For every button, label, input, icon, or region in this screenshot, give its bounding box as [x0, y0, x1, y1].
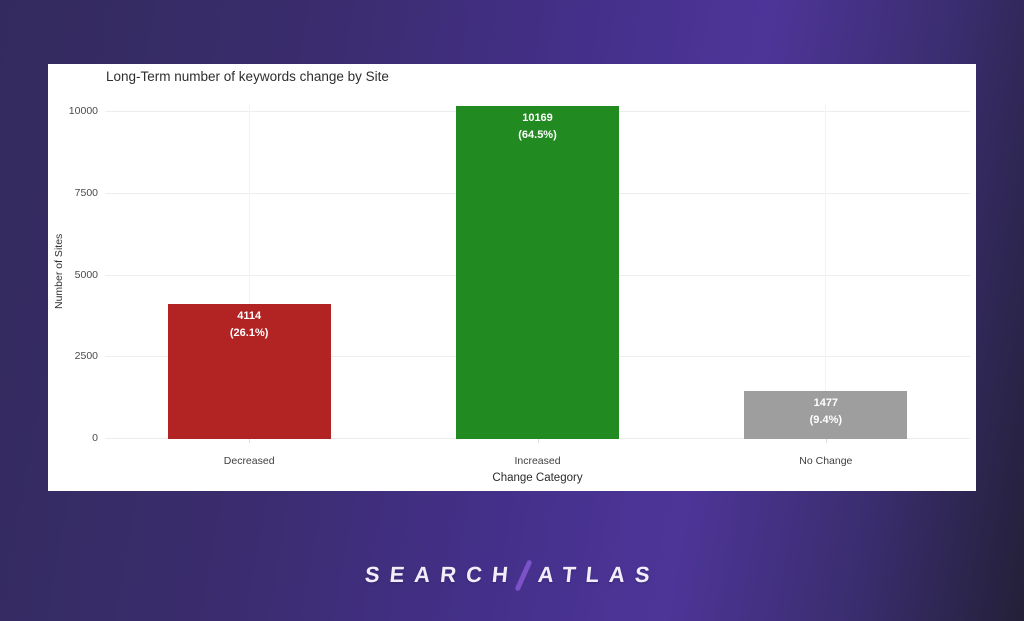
x-tick-label: Decreased — [223, 455, 275, 467]
gridline-vertical — [825, 104, 827, 439]
bar-value-label: 1477 (9.4%) — [809, 396, 843, 426]
bar-decreased: 4114 (26.1%) — [167, 304, 331, 439]
chart-title: Long-Term number of keywords change by S… — [106, 69, 389, 84]
x-tick-label: Increased — [514, 455, 561, 467]
x-axis-title: Change Category — [492, 472, 583, 484]
y-tick-label: 7500 — [74, 186, 98, 199]
y-tick-label: 5000 — [74, 268, 98, 281]
searchatlas-logo: SEARCH ATLAS — [0, 553, 1024, 597]
x-tick-mark — [249, 439, 251, 443]
logo-text-atlas: ATLAS — [536, 562, 661, 587]
bar-value-label: 10169 (64.5%) — [518, 112, 557, 142]
x-axis-ticks: Decreased Increased No Change — [105, 439, 970, 469]
gridline-vertical — [248, 104, 250, 439]
chart-panel: Long-Term number of keywords change by S… — [48, 64, 976, 491]
plot-area: 4114 (26.1%) 10169 (64.5%) 1477 (9.4%) — [105, 104, 970, 439]
logo-text-search: SEARCH — [363, 562, 519, 587]
y-axis-ticks: 0 2500 5000 7500 10000 — [48, 104, 98, 444]
x-tick-mark — [825, 439, 827, 443]
x-tick-label: No Change — [799, 455, 853, 467]
bar-increased: 10169 (64.5%) — [456, 106, 619, 439]
y-tick-label: 0 — [92, 432, 98, 444]
bar-no-change: 1477 (9.4%) — [744, 390, 908, 439]
y-tick-label: 2500 — [74, 350, 98, 363]
x-tick-mark — [537, 439, 539, 443]
y-tick-label: 10000 — [68, 105, 98, 117]
bar-value-label: 4114 (26.1%) — [229, 310, 269, 340]
